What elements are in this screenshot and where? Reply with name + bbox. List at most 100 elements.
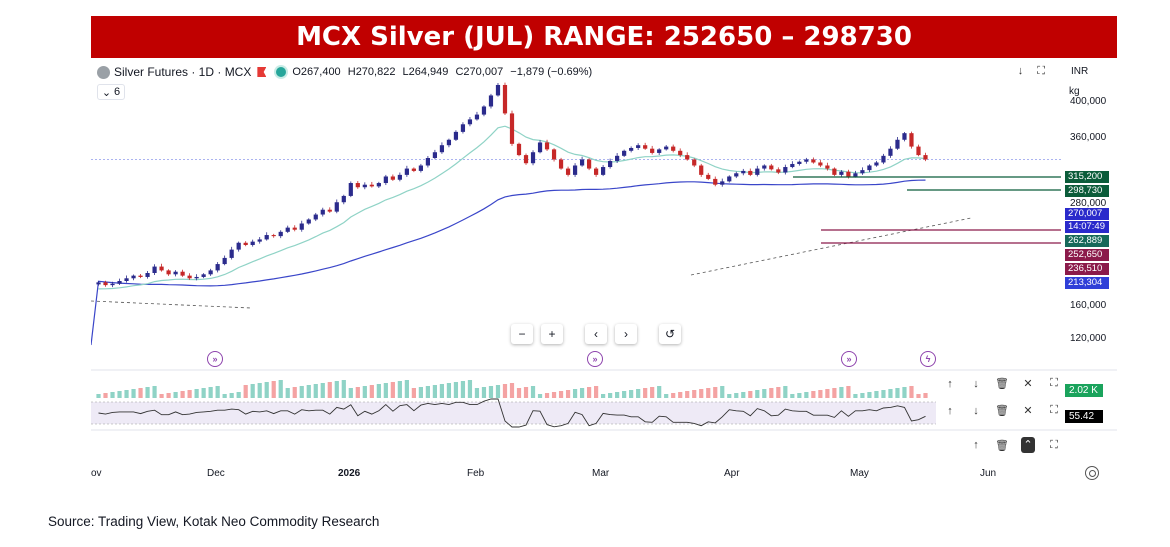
volume-bar — [699, 389, 704, 398]
delete-icon[interactable]: 🗑 — [995, 378, 1009, 390]
rsi-value-tag: 55.42 — [1065, 410, 1103, 423]
volume-bar — [152, 386, 157, 398]
scroll-left-button[interactable]: ‹ — [585, 324, 607, 344]
volume-bar — [362, 386, 367, 398]
candle-body — [341, 195, 346, 203]
volume-bar — [565, 390, 571, 398]
dividend-event-icon[interactable]: ϟ — [920, 351, 936, 367]
candle-body — [565, 168, 571, 175]
candle-body — [446, 139, 452, 146]
volume-bar — [685, 391, 690, 398]
volume-bar — [215, 386, 220, 398]
candle-body — [734, 173, 739, 177]
candle-body — [713, 178, 718, 185]
flag-icon[interactable] — [257, 67, 267, 77]
volume-bar — [341, 380, 346, 398]
symbol-name[interactable]: Silver Futures · 1D · MCX — [114, 65, 252, 79]
candle-body — [615, 155, 620, 161]
candle-body — [608, 160, 613, 168]
candle-body — [278, 231, 283, 237]
volume-bar — [916, 394, 921, 398]
indicators-toggle-button[interactable]: ⌄ 6 — [97, 84, 125, 100]
time-axis[interactable]: ov Dec 2026 Feb Mar Apr May Jun — [91, 468, 1117, 482]
volume-bar — [187, 390, 192, 398]
zoom-out-button[interactable]: − — [511, 324, 533, 344]
volume-bar — [629, 390, 634, 398]
x-tick-label: May — [850, 468, 869, 479]
volume-bar — [622, 391, 627, 398]
candle-body — [636, 145, 641, 148]
move-down-icon[interactable]: ↓ — [973, 377, 979, 390]
volume-bar — [425, 386, 431, 398]
collapse-icon[interactable]: ✕ — [1023, 378, 1033, 390]
volume-bar — [762, 389, 767, 398]
volume-bar — [860, 393, 865, 398]
chart-container[interactable]: 400,000 360,000 280,000 160,000 120,000 Silv… — [91, 58, 1117, 490]
candle-body — [306, 219, 311, 224]
price-level-tag: 262,889 — [1065, 235, 1109, 247]
volume-bar — [502, 384, 508, 398]
candle-body — [530, 152, 536, 164]
move-up-icon[interactable]: ↑ — [947, 377, 953, 390]
volume-bar — [446, 383, 452, 398]
event-marker-icon[interactable]: » — [207, 351, 223, 367]
price-level-tag: 252,650 — [1065, 249, 1109, 261]
download-icon[interactable]: ↓ — [1017, 65, 1024, 77]
currency-label[interactable]: INR — [1071, 66, 1089, 77]
volume-bar — [334, 381, 339, 398]
chevron-down-icon: ⌄ — [101, 86, 112, 99]
candle-body — [720, 181, 725, 185]
candle-body — [916, 146, 921, 156]
volume-bar — [586, 387, 592, 398]
volume-bar — [460, 381, 466, 398]
candle-body — [460, 124, 466, 132]
candle-body — [769, 165, 774, 170]
scroll-right-button[interactable]: › — [615, 324, 637, 344]
unit-label[interactable]: kg — [1069, 86, 1080, 97]
expand-icon[interactable]: ⌃ — [1021, 437, 1035, 453]
volume-bar — [727, 394, 732, 398]
volume-bar — [299, 386, 304, 398]
candle-body — [643, 145, 648, 149]
collapse-icon[interactable]: ✕ — [1023, 405, 1033, 417]
volume-bar — [755, 390, 760, 398]
maximize-icon[interactable]: ⛶ — [1050, 377, 1058, 389]
candle-body — [159, 266, 164, 271]
volume-bar — [530, 386, 536, 398]
candle-body — [860, 170, 865, 174]
candle-body — [818, 162, 823, 166]
candle-body — [152, 266, 157, 274]
candle-body — [334, 202, 339, 212]
maximize-icon[interactable]: ⛶ — [1050, 404, 1058, 416]
x-tick-label: Jun — [980, 468, 997, 479]
volume-bar — [145, 387, 150, 398]
candle-body — [418, 165, 423, 171]
reset-chart-button[interactable]: ↺ — [659, 324, 681, 344]
candle-body — [348, 183, 353, 196]
volume-bar — [131, 389, 136, 398]
candle-body — [839, 171, 844, 175]
candle-body — [411, 168, 416, 171]
candle-body — [292, 227, 297, 230]
candle-body — [187, 275, 192, 279]
move-down-icon[interactable]: ↓ — [973, 404, 979, 417]
event-marker-icon[interactable]: » — [841, 351, 857, 367]
price-chart[interactable]: 400,000 360,000 280,000 160,000 120,000 — [91, 58, 1117, 490]
move-up-icon[interactable]: ↑ — [947, 404, 953, 417]
delete-icon[interactable]: 🗑 — [995, 439, 1009, 452]
volume-bar — [902, 387, 907, 398]
candle-body — [110, 283, 115, 286]
zoom-in-button[interactable]: + — [541, 324, 563, 344]
move-up-icon[interactable]: ↑ — [973, 439, 979, 451]
fullscreen-icon[interactable]: ⛶ — [1037, 65, 1045, 77]
candle-body — [755, 168, 760, 175]
settings-gear-icon[interactable] — [1085, 466, 1099, 480]
x-tick-label: Feb — [467, 468, 485, 479]
candle-body — [544, 142, 550, 150]
event-marker-icon[interactable]: » — [587, 351, 603, 367]
volume-bar — [551, 392, 557, 398]
delete-icon[interactable]: 🗑 — [995, 405, 1009, 417]
top-toolbar: ↓ ⛶ — [1018, 65, 1045, 78]
volume-bar — [159, 394, 164, 398]
maximize-icon[interactable]: ⛶ — [1050, 438, 1058, 451]
